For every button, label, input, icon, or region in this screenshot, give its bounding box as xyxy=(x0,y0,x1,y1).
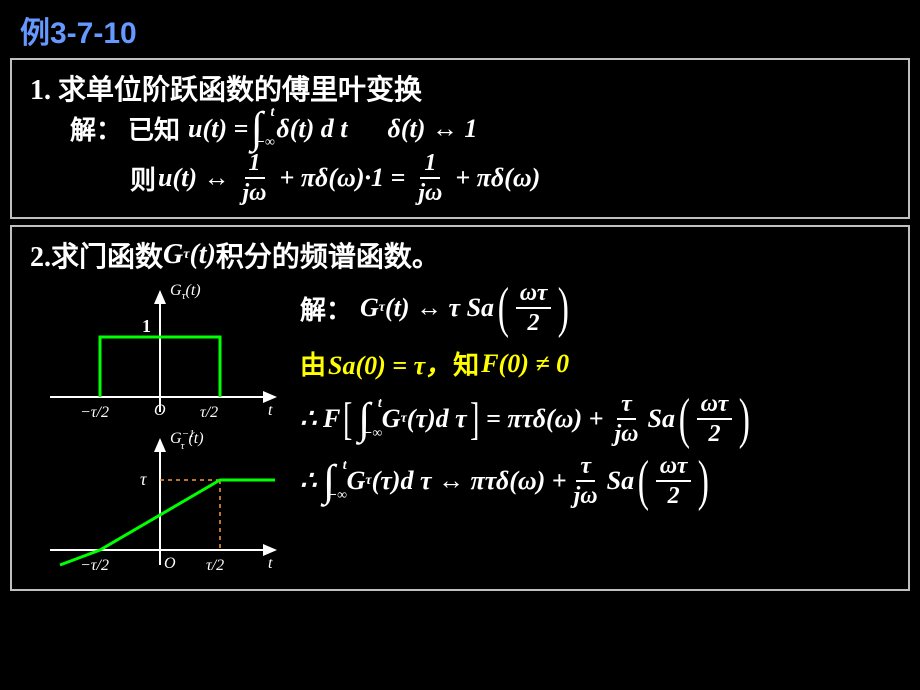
lparen-icon: ( xyxy=(679,405,690,433)
int-upper: t xyxy=(271,109,275,117)
svg-text:G−1τ(t): G−1τ(t) xyxy=(170,428,204,452)
frac-den: 2 xyxy=(704,420,724,446)
solution-label: 解： xyxy=(70,110,122,147)
int-lower: −∞ xyxy=(364,430,382,438)
problem2-heading-func: G xyxy=(163,239,183,271)
eqB-frac1: τ jω xyxy=(610,392,642,446)
integral-sign: ∫ t −∞ xyxy=(323,468,335,494)
eqC-frac1: τ jω xyxy=(570,454,602,508)
highlight-line: 由Sa(0) = τ，知F(0) ≠ 0 xyxy=(300,345,754,382)
slide: 例3-7-10 1. 求单位阶跃函数的傅里叶变换 解： 已知 u(t) = ∫ … xyxy=(0,0,920,690)
frac-num: 1 xyxy=(420,151,440,179)
eqA-lhs: G xyxy=(360,293,379,323)
svg-text:O: O xyxy=(154,402,166,419)
frac-num: 1 xyxy=(245,151,265,179)
eq1-pair: δ(t) ↔ 1 xyxy=(388,114,478,144)
eqB-pre: ∴ F xyxy=(300,404,340,434)
integral-sign: ∫ t −∞ xyxy=(250,115,262,141)
graph1: Gτ(t) 1 −τ/2 O τ/2 t xyxy=(30,277,290,437)
int-lower: −∞ xyxy=(256,139,274,147)
problem2-heading-post: 积分的频谱函数。 xyxy=(216,235,440,275)
svg-text:t: t xyxy=(268,555,273,572)
graphs-column: Gτ(t) 1 −τ/2 O τ/2 t xyxy=(30,277,290,585)
eqA-arg: (t) ↔ τ Sa xyxy=(385,293,494,323)
rparen-icon: ) xyxy=(558,294,569,322)
problem1-box: 1. 求单位阶跃函数的傅里叶变换 解： 已知 u(t) = ∫ t −∞ δ(t… xyxy=(10,58,910,219)
rparen-icon: ) xyxy=(739,405,750,433)
integral-sign: ∫ t −∞ xyxy=(358,406,370,432)
eq1-integrand: δ(t) d t xyxy=(276,114,347,144)
svg-text:O: O xyxy=(164,555,176,572)
svg-text:1: 1 xyxy=(142,316,151,336)
frac-den: 2 xyxy=(524,309,544,335)
frac-num: ωτ xyxy=(697,392,733,420)
lbracket-icon: [ xyxy=(343,405,352,433)
frac-num: τ xyxy=(617,392,636,420)
problem1-heading: 1. 求单位阶跃函数的傅里叶变换 xyxy=(30,68,890,108)
svg-text:t: t xyxy=(268,402,273,419)
frac-den: jω xyxy=(414,179,446,205)
graph2: G−1τ(t) τ −τ/2 O τ/2 t xyxy=(30,425,290,585)
eqC-rhs2: Sa xyxy=(607,466,634,496)
eqA-frac: ωτ 2 xyxy=(516,281,552,335)
eqC-integrand: G xyxy=(347,466,366,496)
eqC-pre: ∴ xyxy=(300,466,317,496)
then-label: 则 xyxy=(130,160,156,197)
eqB-integrand: G xyxy=(382,404,401,434)
frac-den: jω xyxy=(610,420,642,446)
eqB-integrand-arg: (τ)d τ xyxy=(407,404,467,434)
int-upper: t xyxy=(378,400,382,408)
frac-num: ωτ xyxy=(516,281,552,309)
eq2-mid: + πδ(ω)·1 = xyxy=(280,163,406,193)
svg-text:τ/2: τ/2 xyxy=(206,557,224,574)
problem2-heading-arg: (t) xyxy=(189,239,215,271)
eq2-frac2: 1 jω xyxy=(414,151,446,205)
problem2-heading-pre: 2.求门函数 xyxy=(30,235,163,275)
rbracket-icon: ] xyxy=(470,405,479,433)
eqB-frac2: ωτ 2 xyxy=(697,392,733,446)
eq1-lhs: u(t) = xyxy=(188,114,248,144)
frac-num: ωτ xyxy=(656,454,692,482)
eq2-lhs: u(t) ↔ xyxy=(158,163,230,193)
equations-column: 解： G τ (t) ↔ τ Sa ( ωτ 2 ) 由Sa(0) = τ，知F… xyxy=(300,277,754,510)
frac-den: jω xyxy=(239,179,271,205)
eqB-rhs2: Sa xyxy=(647,404,674,434)
slide-title: 例3-7-10 xyxy=(10,8,910,52)
svg-text:−τ/2: −τ/2 xyxy=(80,557,109,574)
problem2-box: 2.求门函数 G τ (t) 积分的频谱函数。 Gτ(t) xyxy=(10,225,910,591)
eqB-rhs1: = πτδ(ω) + xyxy=(486,404,603,434)
int-upper: t xyxy=(343,462,347,470)
lparen-icon: ( xyxy=(498,294,509,322)
eq2-tail: + πδ(ω) xyxy=(455,163,540,193)
eq2-frac1: 1 jω xyxy=(239,151,271,205)
frac-num: τ xyxy=(576,454,595,482)
eqC-integrand-arg: (τ)d τ ↔ πτδ(ω) + xyxy=(372,466,567,496)
svg-text:τ/2: τ/2 xyxy=(200,404,218,421)
frac-den: 2 xyxy=(664,482,684,508)
sol-label: 解： xyxy=(300,290,352,327)
known-label: 已知 xyxy=(128,110,180,147)
svg-text:−τ/2: −τ/2 xyxy=(80,404,109,421)
int-lower: −∞ xyxy=(329,492,347,500)
rparen-icon: ) xyxy=(698,467,709,495)
eqC-frac2: ωτ 2 xyxy=(656,454,692,508)
svg-text:Gτ(t): Gτ(t) xyxy=(170,282,201,302)
lparen-icon: ( xyxy=(638,467,649,495)
svg-text:τ: τ xyxy=(140,469,147,489)
frac-den: jω xyxy=(570,482,602,508)
